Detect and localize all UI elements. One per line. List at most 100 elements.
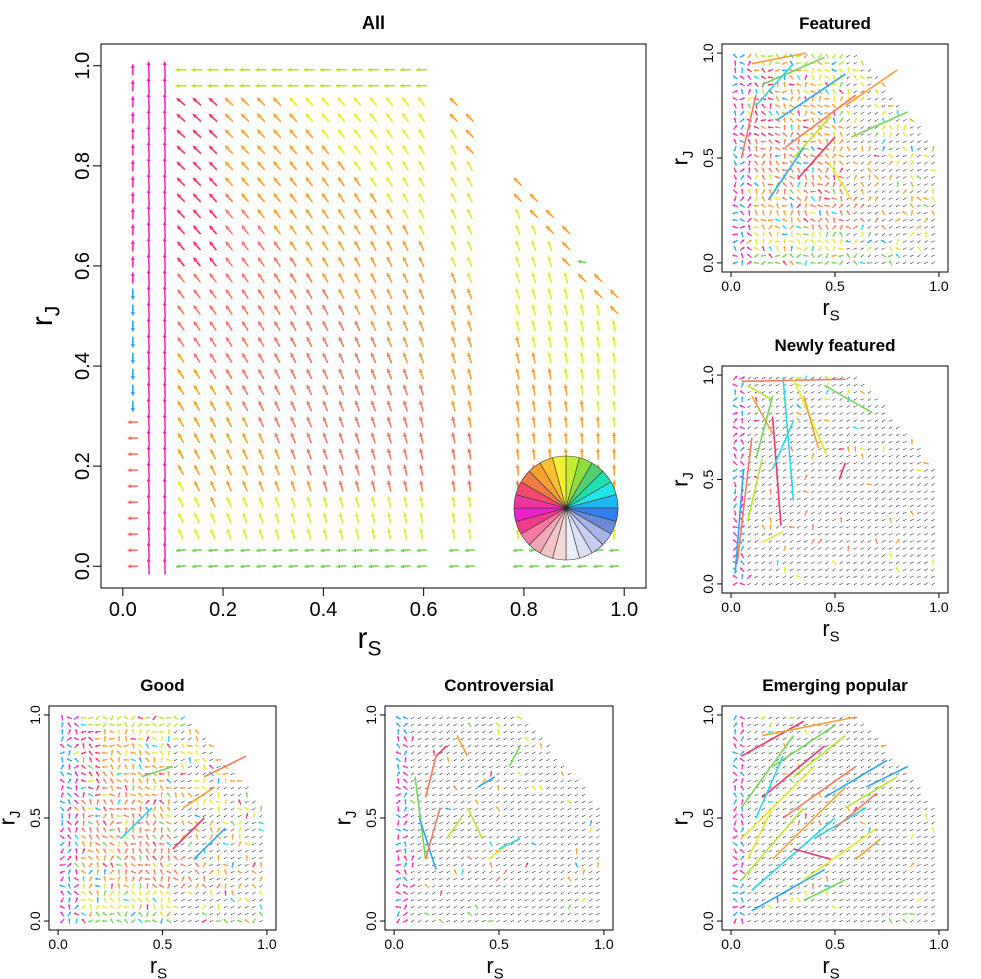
arrow-head <box>740 410 744 413</box>
arrow-head <box>273 209 278 214</box>
arrow-head <box>370 97 375 102</box>
arrow-head <box>733 476 736 480</box>
arrow-head <box>824 133 827 136</box>
arrow-head <box>370 336 375 342</box>
arrow-head <box>749 97 752 100</box>
arrow-head <box>747 139 751 142</box>
arrow-head <box>840 238 843 242</box>
arrow-head <box>368 564 373 569</box>
arrow-head <box>368 67 372 73</box>
arrow-head <box>817 61 821 64</box>
arrow-head <box>774 69 778 72</box>
arrow-head <box>354 512 360 517</box>
arrow-head <box>354 321 359 326</box>
arrow-head <box>781 233 785 236</box>
arrow-head <box>287 67 292 73</box>
arrow-head <box>911 160 914 164</box>
arrow-head <box>860 198 863 200</box>
arrow-head <box>306 496 311 502</box>
arrow-head <box>192 98 198 103</box>
arrow-head <box>418 97 423 102</box>
arrow-head <box>732 525 735 529</box>
arrow-head <box>386 161 391 166</box>
arrow-head <box>790 217 794 220</box>
arrow-head <box>817 147 820 150</box>
arrow-head <box>840 224 843 228</box>
arrow-head <box>595 384 601 389</box>
arrow-head <box>225 177 230 182</box>
arrow-head <box>354 384 359 390</box>
arrow-head <box>290 449 295 454</box>
arrow-head <box>274 481 279 486</box>
arrow-head <box>226 529 231 534</box>
arrow-head <box>418 352 424 357</box>
arrow-head <box>146 205 151 210</box>
trajectory-segment <box>767 147 805 201</box>
arrow-head <box>127 451 132 457</box>
arrow-head <box>747 224 751 227</box>
arrow-head <box>258 289 263 294</box>
arrow-head <box>826 182 829 185</box>
arrow-head <box>776 53 779 57</box>
arrow-head <box>742 525 745 529</box>
arrow-head <box>761 583 764 586</box>
arrow-head <box>903 219 905 222</box>
arrow-head <box>853 62 856 65</box>
arrow-head <box>402 161 407 166</box>
arrow-head <box>162 557 168 562</box>
arrow-head <box>258 321 263 326</box>
arrow-head <box>867 112 870 115</box>
arrow-head <box>882 139 886 142</box>
arrow-head <box>838 154 842 157</box>
arrow-head <box>418 161 423 166</box>
arrow-head <box>402 432 408 437</box>
arrow-head <box>740 260 744 263</box>
arrow-head <box>242 481 247 486</box>
arrow-head <box>241 161 246 166</box>
arrow-head <box>146 61 151 66</box>
arrow-head <box>803 90 807 93</box>
arrow-head <box>860 162 863 165</box>
arrow-head <box>754 110 758 114</box>
arrow-head <box>177 225 182 230</box>
arrow-head <box>874 248 877 250</box>
arrow-head <box>354 496 360 501</box>
arrow-head <box>258 497 263 502</box>
arrow-head <box>740 188 744 191</box>
arrow-head <box>754 583 757 586</box>
arrow-head <box>776 81 780 85</box>
arrow-head <box>781 168 785 172</box>
arrow-head <box>354 352 359 358</box>
arrow-head <box>754 555 757 557</box>
arrow-head <box>845 225 849 229</box>
arrow-head <box>370 145 375 150</box>
arrow-head <box>146 253 151 258</box>
arrow-head <box>838 125 842 129</box>
trajectory-segment <box>803 395 820 449</box>
arrow-head <box>733 246 737 249</box>
arrow-head <box>290 369 295 374</box>
arrow-head <box>775 218 778 222</box>
arrow-head <box>903 184 905 186</box>
arrow-head <box>531 368 536 373</box>
arrow-head <box>448 548 453 553</box>
arrow-head <box>595 336 601 341</box>
arrow-head <box>466 161 471 166</box>
arrow-head <box>288 548 293 553</box>
arrow-head <box>734 177 737 180</box>
arrow-head <box>867 98 870 100</box>
arrow-head <box>740 67 744 70</box>
arrow-head <box>733 148 737 152</box>
arrow-head <box>804 238 808 242</box>
arrow-head <box>747 498 749 500</box>
arrow-head <box>418 113 423 118</box>
arrow-head <box>146 429 151 434</box>
arrow-head <box>321 97 326 102</box>
arrow-head <box>775 168 779 171</box>
arrow-head <box>419 464 424 469</box>
arrow-head <box>817 168 821 171</box>
arrow-head <box>917 155 919 157</box>
arrow-head <box>194 433 199 438</box>
arrow-head <box>545 564 549 569</box>
arrow-head <box>755 188 758 192</box>
